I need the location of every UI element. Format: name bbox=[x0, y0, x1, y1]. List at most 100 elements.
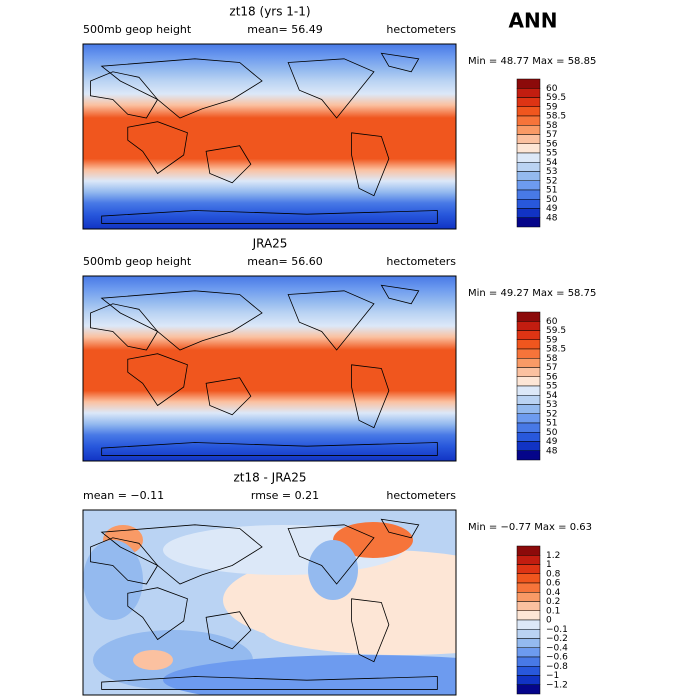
panel-right-label: hectometers bbox=[386, 23, 456, 36]
colorbar-swatch bbox=[516, 152, 541, 163]
coastline bbox=[287, 290, 375, 351]
colorbar-swatch bbox=[516, 638, 541, 648]
coastline bbox=[380, 518, 420, 539]
map-anomaly bbox=[333, 522, 413, 558]
colorbar-swatch bbox=[516, 610, 541, 621]
panel-title: zt18 - JRA25 bbox=[233, 471, 306, 485]
colorbar-label: 54 bbox=[546, 391, 558, 401]
coastline bbox=[127, 121, 188, 175]
colorbar-swatch bbox=[516, 573, 541, 584]
colorbar-label: 51 bbox=[546, 186, 557, 196]
coastline bbox=[287, 524, 375, 585]
colorbar-label: −1.2 bbox=[546, 680, 568, 690]
colorbar-swatch bbox=[516, 143, 541, 154]
colorbar-swatch bbox=[516, 162, 541, 172]
colorbar-swatch bbox=[516, 311, 541, 322]
colorbar-label: 48 bbox=[546, 213, 558, 223]
colorbar-swatch bbox=[516, 180, 541, 191]
colorbar-swatch bbox=[516, 666, 541, 676]
colorbar-label: 55 bbox=[546, 149, 557, 159]
colorbar-label: 57 bbox=[546, 363, 557, 373]
panel-left-label: mean = −0.11 bbox=[83, 489, 164, 502]
colorbar-label: 0.8 bbox=[546, 569, 561, 579]
map-frame bbox=[82, 275, 457, 462]
colorbar-swatch bbox=[516, 106, 541, 117]
colorbar-swatch bbox=[516, 675, 541, 685]
coastline bbox=[127, 353, 188, 407]
coastline bbox=[100, 524, 263, 585]
colorbar-label: 58.5 bbox=[546, 112, 566, 122]
coastline bbox=[380, 284, 420, 305]
panel-title: zt18 (yrs 1-1) bbox=[229, 5, 310, 19]
colorbar-swatch bbox=[516, 413, 541, 424]
colorbar-swatch bbox=[516, 97, 541, 107]
colorbar-swatch bbox=[516, 545, 541, 556]
colorbar-label: −0.4 bbox=[546, 643, 568, 653]
colorbar-label: 59.5 bbox=[546, 93, 566, 103]
map-field bbox=[83, 44, 456, 229]
colorbar-label: 59 bbox=[546, 102, 558, 112]
colorbar-swatch bbox=[516, 564, 541, 574]
colorbar-swatch bbox=[516, 619, 541, 630]
colorbar: 1.210.80.60.40.20.10−0.1−0.2−0.4−0.6−0.8… bbox=[516, 545, 568, 695]
colorbar-swatch bbox=[516, 199, 541, 209]
map bbox=[83, 44, 456, 229]
panel: JRA25 500mb geop height mean= 56.60 hectome… bbox=[82, 237, 596, 462]
colorbar-label: 49 bbox=[546, 204, 558, 214]
panel: zt18 - JRA25 mean = −0.11 rmse = 0.21 hecto… bbox=[82, 471, 592, 696]
colorbar-swatch bbox=[516, 367, 541, 377]
panel-left-label: 500mb geop height bbox=[83, 255, 192, 268]
colorbar-label: −0.2 bbox=[546, 634, 568, 644]
colorbar-label: 60 bbox=[546, 317, 558, 327]
colorbar-swatch bbox=[516, 629, 541, 639]
map-anomaly bbox=[163, 655, 456, 695]
colorbar-label: 55 bbox=[546, 382, 557, 392]
colorbar-label: 58.5 bbox=[546, 345, 566, 355]
colorbar-label: 60 bbox=[546, 84, 558, 94]
coastline bbox=[351, 364, 390, 429]
colorbar-label: 0.6 bbox=[546, 579, 561, 589]
coastline bbox=[100, 290, 263, 351]
colorbar-label: 1 bbox=[546, 560, 552, 570]
coastline bbox=[205, 377, 252, 416]
colorbar-swatch bbox=[516, 395, 541, 405]
colorbar-label: 1.2 bbox=[546, 551, 560, 561]
coastline bbox=[90, 71, 159, 119]
coastline bbox=[101, 676, 438, 690]
map bbox=[83, 276, 456, 461]
map-anomaly bbox=[263, 605, 456, 655]
min-max-label: Min = 49.27 Max = 58.75 bbox=[468, 288, 596, 299]
map-anomaly bbox=[133, 650, 173, 670]
colorbar-swatch bbox=[516, 582, 541, 593]
colorbar-label: 48 bbox=[546, 446, 558, 456]
colorbar-swatch bbox=[516, 330, 541, 340]
colorbar-swatch bbox=[516, 134, 541, 144]
colorbar-label: 49 bbox=[546, 437, 558, 447]
colorbar-swatch bbox=[516, 422, 541, 433]
panel-center-label: mean= 56.49 bbox=[247, 23, 322, 36]
min-max-label: Min = −0.77 Max = 0.63 bbox=[468, 522, 592, 533]
colorbar-swatch bbox=[516, 339, 541, 350]
colorbar-label: 0.4 bbox=[546, 588, 561, 598]
min-max-label: Min = 48.77 Max = 58.85 bbox=[468, 56, 596, 67]
colorbar-label: 52 bbox=[546, 409, 557, 419]
map-anomaly bbox=[83, 540, 143, 620]
colorbar-label: 0.2 bbox=[546, 597, 560, 607]
panel-title: JRA25 bbox=[252, 237, 288, 251]
colorbar-label: 58 bbox=[546, 354, 558, 364]
map-frame bbox=[82, 43, 457, 230]
colorbar-swatch bbox=[516, 78, 541, 89]
coastline bbox=[205, 145, 252, 184]
season-label: ANN bbox=[509, 9, 558, 33]
colorbar-label: 59.5 bbox=[546, 326, 566, 336]
colorbar-swatch bbox=[516, 115, 541, 126]
colorbar-label: 51 bbox=[546, 419, 557, 429]
colorbar-swatch bbox=[516, 656, 541, 667]
coastline bbox=[101, 442, 438, 456]
colorbar-label: 53 bbox=[546, 167, 557, 177]
colorbar-swatch bbox=[516, 358, 541, 368]
coastline bbox=[351, 132, 390, 197]
colorbar-label: 56 bbox=[546, 139, 558, 149]
colorbar-label: −1 bbox=[546, 671, 559, 681]
